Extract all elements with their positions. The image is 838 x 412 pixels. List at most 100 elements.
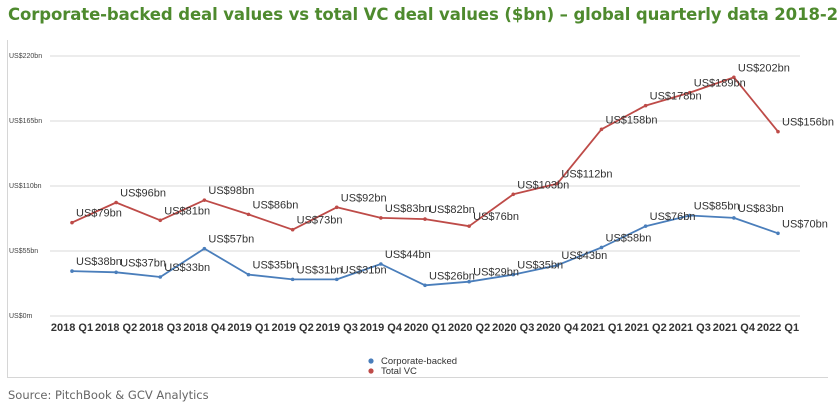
- data-point: [643, 224, 648, 228]
- data-label: US$79bn: [76, 208, 122, 220]
- data-label: US$81bn: [164, 205, 210, 217]
- data-point: [202, 246, 207, 251]
- data-label: US$158bn: [606, 114, 658, 126]
- data-point: [687, 213, 692, 218]
- data-point: [379, 262, 383, 266]
- data-label: US$86bn: [253, 199, 299, 211]
- data-label: US$82bn: [429, 204, 475, 216]
- data-label: US$70bn: [782, 218, 828, 230]
- data-label: US$112bn: [561, 169, 612, 181]
- data-point: [511, 272, 516, 277]
- data-label: US$58bn: [606, 232, 652, 244]
- data-label: US$57bn: [208, 234, 254, 246]
- data-point: [379, 216, 383, 220]
- data-label: US$96bn: [120, 188, 166, 200]
- data-point: [246, 272, 251, 277]
- data-label: US$83bn: [738, 203, 784, 215]
- legend-label: Total VC: [381, 366, 417, 377]
- x-tick-label: 2022 Q1: [757, 322, 799, 334]
- data-label: US$178bn: [650, 91, 702, 103]
- x-tick-label: 2020 Q2: [448, 322, 490, 334]
- data-point: [290, 227, 295, 232]
- x-tick-label: 2021 Q4: [713, 322, 756, 334]
- data-point: [732, 216, 736, 220]
- data-label: US$98bn: [208, 185, 254, 197]
- x-tick-label: 2018 Q1: [51, 322, 93, 334]
- data-point: [70, 220, 74, 225]
- data-label: US$76bn: [650, 211, 696, 223]
- y-tick-label: US$0m: [9, 313, 33, 320]
- data-point: [511, 192, 516, 197]
- y-tick-label: US$165bn: [9, 118, 42, 125]
- chart-title: Corporate-backed deal values vs total VC…: [8, 5, 838, 24]
- data-label: US$31bn: [341, 264, 387, 276]
- data-point: [114, 200, 118, 205]
- data-label: US$44bn: [385, 249, 431, 261]
- data-point: [687, 90, 692, 95]
- frame-bottom-border: [7, 377, 828, 378]
- data-point: [776, 231, 780, 236]
- data-labels: US$38bnUS$37bnUS$33bnUS$57bnUS$35bnUS$31…: [76, 62, 834, 282]
- data-label: US$83bn: [385, 203, 431, 215]
- x-tick-label: 2020 Q4: [536, 322, 579, 334]
- data-point: [467, 224, 471, 228]
- legend-item-corporate-backed: Corporate-backed: [368, 356, 457, 367]
- x-tick-label: 2019 Q4: [360, 322, 403, 334]
- gridlines: [50, 55, 800, 317]
- x-tick-label: 2019 Q1: [227, 322, 269, 334]
- data-point: [158, 218, 163, 223]
- data-label: US$33bn: [164, 262, 210, 274]
- x-tick-label: 2020 Q3: [492, 322, 534, 334]
- data-label: US$103bn: [517, 179, 569, 191]
- data-point: [202, 198, 207, 202]
- data-label: US$156bn: [782, 117, 834, 129]
- y-tick-label: US$110bn: [9, 183, 42, 190]
- x-tick-label: 2019 Q3: [316, 322, 358, 334]
- data-label: US$76bn: [473, 211, 519, 223]
- data-label: US$85bn: [694, 201, 740, 213]
- x-tick-label: 2021 Q1: [580, 322, 622, 334]
- data-point: [555, 263, 560, 267]
- data-label: US$73bn: [297, 215, 343, 227]
- data-point: [643, 103, 648, 108]
- legend-item-total-vc: Total VC: [368, 366, 417, 377]
- data-label: US$35bn: [517, 260, 563, 272]
- x-tick-label: 2021 Q3: [669, 322, 711, 334]
- data-point: [555, 181, 560, 186]
- data-label: US$202bn: [738, 62, 790, 74]
- y-tick-label: US$55bn: [9, 248, 38, 255]
- data-label: US$29bn: [473, 267, 519, 279]
- data-label: US$26bn: [429, 270, 475, 282]
- data-point: [732, 75, 736, 80]
- data-label: US$189bn: [694, 78, 746, 90]
- frame-left-border: [7, 40, 8, 378]
- data-point: [467, 279, 471, 284]
- data-point: [334, 205, 339, 210]
- series-lines: [70, 75, 780, 288]
- data-label: US$92bn: [341, 192, 387, 204]
- x-tick-label: 2020 Q1: [404, 322, 446, 334]
- legend-marker-icon: [368, 368, 374, 374]
- legend-marker-icon: [368, 358, 374, 364]
- y-tick-label: US$220bn: [9, 53, 42, 60]
- data-point: [423, 217, 427, 221]
- source-note: Source: PitchBook & GCV Analytics: [8, 388, 209, 402]
- data-point: [158, 275, 163, 279]
- data-label: US$43bn: [561, 250, 607, 262]
- data-point: [70, 269, 74, 273]
- data-point: [246, 212, 251, 217]
- x-tick-label: 2018 Q4: [183, 322, 226, 334]
- data-point: [599, 245, 604, 250]
- data-point: [114, 270, 118, 275]
- data-point: [599, 127, 604, 132]
- x-tick-label: 2021 Q2: [625, 322, 667, 334]
- x-tick-label: 2019 Q2: [272, 322, 314, 334]
- data-label: US$31bn: [297, 264, 343, 276]
- x-tick-label: 2018 Q3: [139, 322, 181, 334]
- data-point: [776, 129, 780, 134]
- legend-label: Corporate-backed: [381, 356, 457, 367]
- data-point: [423, 283, 427, 288]
- x-axis-ticks: 2018 Q1 2018 Q2 2018 Q3 2018 Q4 2019 Q1 2019 …: [51, 322, 799, 334]
